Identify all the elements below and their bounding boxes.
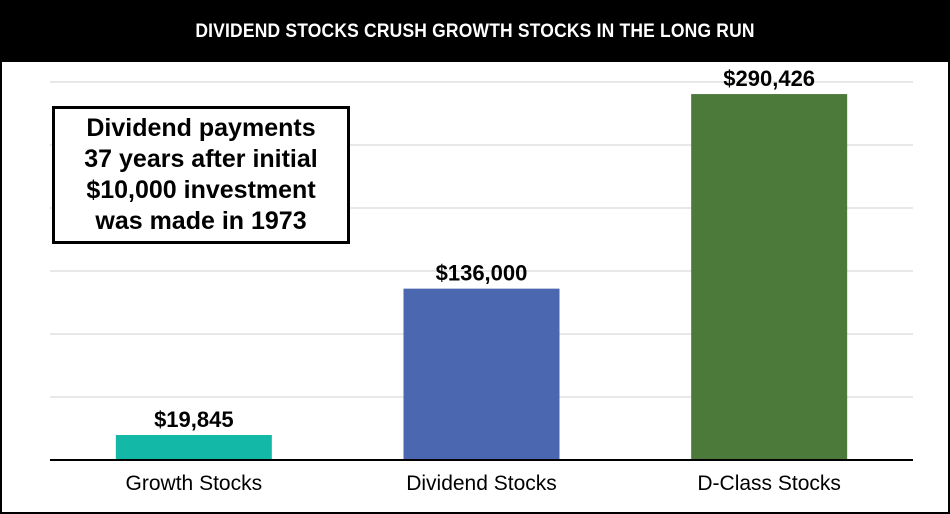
bar-dividend-stocks [403, 288, 560, 460]
bar-d-class-stocks [691, 94, 848, 461]
bar-value-label: $136,000 [436, 261, 528, 286]
bars [115, 94, 848, 461]
bar-value-labels: $19,845 $136,000 $290,426 [154, 66, 815, 432]
category-label: Dividend Stocks [406, 472, 557, 495]
bar-value-label: $19,845 [154, 407, 234, 432]
category-labels: Growth Stocks Dividend Stocks D-Class Stoc… [126, 472, 841, 495]
bar-value-label: $290,426 [723, 66, 815, 91]
annotation-line: 37 years after initial [84, 145, 318, 173]
annotation-line: was made in 1973 [95, 207, 307, 235]
bar-growth-stocks [115, 434, 272, 460]
bar-chart: $19,845 $136,000 $290,426 Growth Stocks Div… [50, 66, 913, 495]
category-label: Growth Stocks [126, 472, 263, 495]
chart-title: DIVIDEND STOCKS CRUSH GROWTH STOCKS IN T… [195, 21, 755, 42]
annotation-line: $10,000 investment [86, 176, 316, 204]
annotation-line: Dividend payments [86, 114, 316, 142]
annotation-box: Dividend payments 37 years after initial… [52, 106, 350, 244]
title-bar: DIVIDEND STOCKS CRUSH GROWTH STOCKS IN T… [2, 2, 948, 62]
category-label: D-Class Stocks [697, 472, 841, 495]
